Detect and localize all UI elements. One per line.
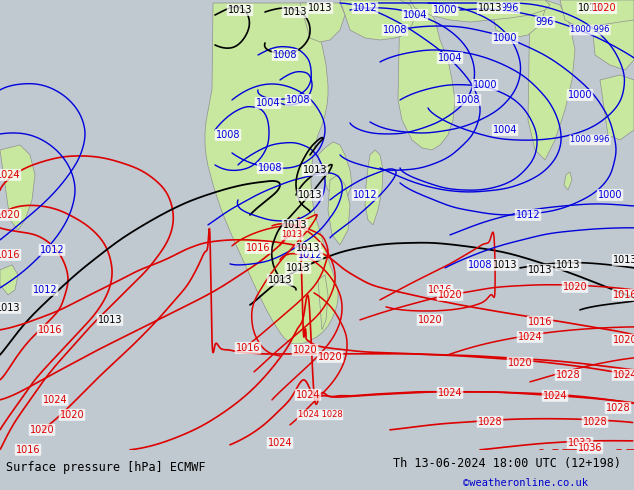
Text: 1004: 1004 (437, 53, 462, 63)
Text: 1020: 1020 (293, 345, 317, 355)
Text: 1028: 1028 (555, 370, 580, 380)
Text: 1024: 1024 (0, 170, 20, 180)
Text: 1013: 1013 (0, 303, 20, 313)
Text: 1024: 1024 (295, 390, 320, 400)
Text: 1012: 1012 (298, 250, 322, 260)
Polygon shape (490, 0, 545, 38)
Text: ©weatheronline.co.uk: ©weatheronline.co.uk (463, 478, 588, 488)
Text: Th 13-06-2024 18:00 UTC (12+198): Th 13-06-2024 18:00 UTC (12+198) (393, 457, 621, 470)
Text: 1013: 1013 (228, 5, 252, 15)
Text: 1008: 1008 (286, 95, 310, 105)
Polygon shape (564, 172, 572, 190)
Text: 1012: 1012 (33, 285, 57, 295)
Text: 1036: 1036 (578, 443, 602, 453)
Text: 1013: 1013 (283, 220, 307, 230)
Text: 1000: 1000 (433, 5, 457, 15)
Text: 1013: 1013 (307, 3, 332, 13)
Text: 1020: 1020 (437, 290, 462, 300)
Text: 1013: 1013 (578, 3, 602, 13)
Text: 1000 996: 1000 996 (570, 25, 610, 34)
Text: 1008: 1008 (258, 163, 282, 173)
Text: 1016: 1016 (246, 243, 270, 253)
Text: 1004: 1004 (403, 10, 427, 20)
Text: 1012: 1012 (515, 210, 540, 220)
Polygon shape (0, 265, 18, 295)
Text: 1013: 1013 (556, 260, 580, 270)
Text: 1000: 1000 (493, 33, 517, 43)
Polygon shape (528, 0, 575, 160)
Text: 1024: 1024 (518, 332, 542, 342)
Text: 1012: 1012 (353, 190, 377, 200)
Text: 1020: 1020 (318, 352, 342, 362)
Text: 1016: 1016 (612, 290, 634, 300)
Polygon shape (328, 175, 350, 245)
Text: 1013: 1013 (298, 190, 322, 200)
Text: 1016: 1016 (428, 285, 452, 295)
Polygon shape (318, 142, 352, 200)
Text: Surface pressure [hPa] ECMWF: Surface pressure [hPa] ECMWF (6, 462, 206, 474)
Text: 1004: 1004 (493, 125, 517, 135)
Text: 1028: 1028 (477, 417, 502, 427)
Text: 1020: 1020 (0, 210, 20, 220)
Text: 1032: 1032 (567, 438, 592, 448)
Text: 1008: 1008 (468, 260, 492, 270)
Text: 1016: 1016 (16, 445, 40, 455)
Polygon shape (300, 3, 345, 42)
Text: 1013: 1013 (612, 255, 634, 265)
Text: 1020: 1020 (612, 335, 634, 345)
Text: 1000 996: 1000 996 (570, 135, 610, 145)
Text: 1016: 1016 (527, 317, 552, 327)
Text: 1013: 1013 (493, 260, 517, 270)
Text: 1024: 1024 (42, 395, 67, 405)
Text: 1028: 1028 (583, 417, 607, 427)
Polygon shape (0, 145, 35, 230)
Text: 1024: 1024 (437, 388, 462, 398)
Text: 1008: 1008 (216, 130, 240, 140)
Text: 996: 996 (501, 3, 519, 13)
Text: 1012: 1012 (40, 245, 64, 255)
Text: 1028: 1028 (605, 403, 630, 413)
Polygon shape (340, 0, 415, 40)
Text: 1016: 1016 (236, 343, 260, 353)
Text: 1004: 1004 (256, 98, 280, 108)
Text: 1008: 1008 (383, 25, 407, 35)
Text: 1013: 1013 (268, 275, 292, 285)
Polygon shape (205, 3, 338, 344)
Polygon shape (365, 150, 383, 225)
Text: 1024: 1024 (612, 370, 634, 380)
Text: 1016: 1016 (0, 250, 20, 260)
Text: 1008: 1008 (456, 95, 480, 105)
Text: 1013: 1013 (478, 3, 502, 13)
Polygon shape (600, 75, 634, 140)
Text: 1016: 1016 (38, 325, 62, 335)
Text: 1000: 1000 (598, 190, 622, 200)
Polygon shape (318, 275, 328, 330)
Text: 1020: 1020 (30, 425, 55, 435)
Text: 1000: 1000 (568, 90, 592, 100)
Polygon shape (398, 0, 455, 150)
Text: 1000: 1000 (473, 80, 497, 90)
Text: 1020: 1020 (60, 410, 84, 420)
Text: 1013: 1013 (286, 263, 310, 273)
Polygon shape (410, 0, 550, 22)
Text: 1020: 1020 (563, 282, 587, 292)
Text: 1013: 1013 (283, 7, 307, 17)
Text: 1013: 1013 (98, 315, 122, 325)
Polygon shape (560, 0, 634, 28)
Text: 1012: 1012 (353, 3, 377, 13)
Text: 1024 1028: 1024 1028 (297, 410, 342, 419)
Text: 1020: 1020 (592, 3, 616, 13)
Text: 1013: 1013 (527, 265, 552, 275)
Text: 1013: 1013 (281, 230, 302, 240)
Text: 1020: 1020 (418, 315, 443, 325)
Text: 1020: 1020 (508, 358, 533, 368)
Polygon shape (590, 0, 634, 70)
Text: 1024: 1024 (268, 438, 292, 448)
Text: 996: 996 (536, 17, 554, 27)
Text: 1013: 1013 (303, 165, 327, 175)
Text: 1008: 1008 (273, 50, 297, 60)
Text: 1024: 1024 (543, 391, 567, 401)
Text: 1013: 1013 (295, 243, 320, 253)
